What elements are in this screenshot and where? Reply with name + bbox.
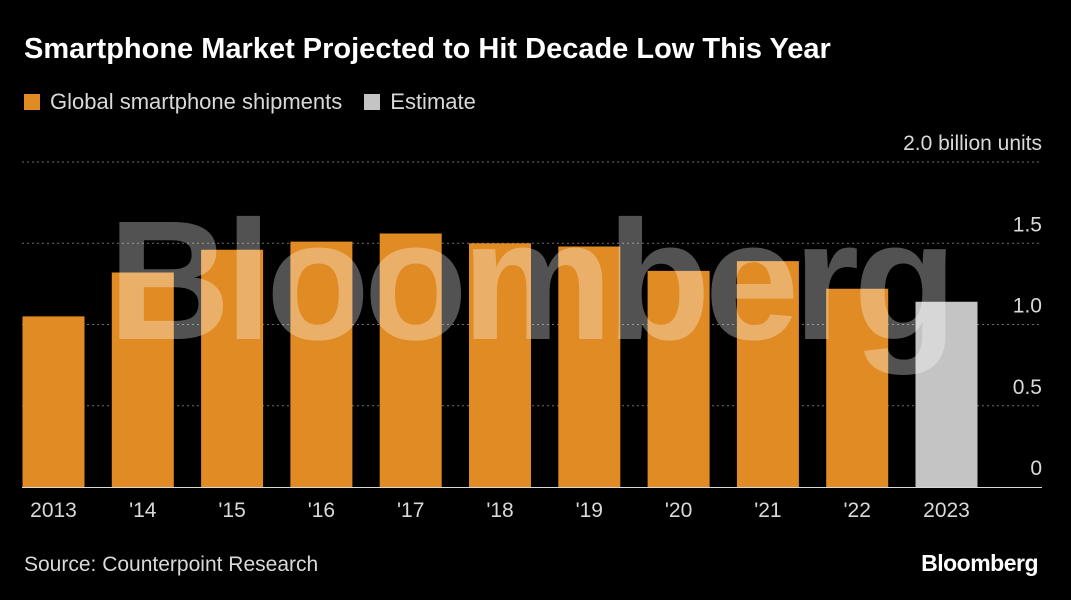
legend-item-estimate: Estimate	[364, 89, 476, 115]
bloomberg-logo: Bloomberg	[921, 550, 1038, 576]
bar	[201, 249, 264, 487]
legend-label-estimate: Estimate	[390, 89, 476, 114]
x-tick-label: 2013	[30, 499, 77, 522]
bar	[736, 261, 799, 487]
x-tick-label: 2023	[923, 499, 970, 522]
x-tick-label: '18	[486, 499, 513, 522]
y-tick-label: 0.5	[1013, 376, 1042, 399]
y-tick-label: 0	[1030, 457, 1042, 480]
bar	[111, 272, 174, 487]
x-tick-label: '17	[397, 499, 424, 522]
bar	[558, 246, 621, 487]
x-tick-label: '21	[754, 499, 781, 522]
y-tick-label: 1.5	[1013, 213, 1042, 236]
gridlines	[22, 161, 1042, 407]
y-tick-label: 2.0 billion units	[903, 132, 1042, 155]
chart-title: Smartphone Market Projected to Hit Decad…	[24, 33, 831, 65]
axes: 0 0.5 1.0 1.5 2.0 billion units 2013 '14 '15 '16…	[22, 132, 1042, 522]
bar	[469, 243, 531, 487]
x-tick-label: '22	[844, 499, 871, 522]
bar	[826, 288, 889, 487]
legend-swatch-estimate	[364, 94, 381, 110]
x-tick-label: '19	[576, 499, 603, 522]
bar	[290, 241, 353, 487]
x-tick-label: '16	[308, 499, 335, 522]
bar	[22, 316, 85, 487]
y-tick-label: 1.0	[1013, 295, 1042, 318]
bar	[647, 270, 710, 487]
bar-estimate	[915, 301, 978, 487]
legend-swatch-shipments	[24, 94, 40, 110]
x-tick-label: '14	[129, 499, 157, 522]
bars	[22, 233, 978, 487]
x-tick-label: '20	[665, 499, 692, 522]
source-note: Source: Counterpoint Research	[24, 553, 319, 576]
legend-item-shipments: Global smartphone shipments	[24, 89, 342, 115]
x-tick-label: '15	[218, 499, 245, 522]
legend-label-shipments: Global smartphone shipments	[50, 89, 343, 114]
bar	[379, 233, 442, 487]
legend: Global smartphone shipments Estimate	[24, 89, 498, 115]
